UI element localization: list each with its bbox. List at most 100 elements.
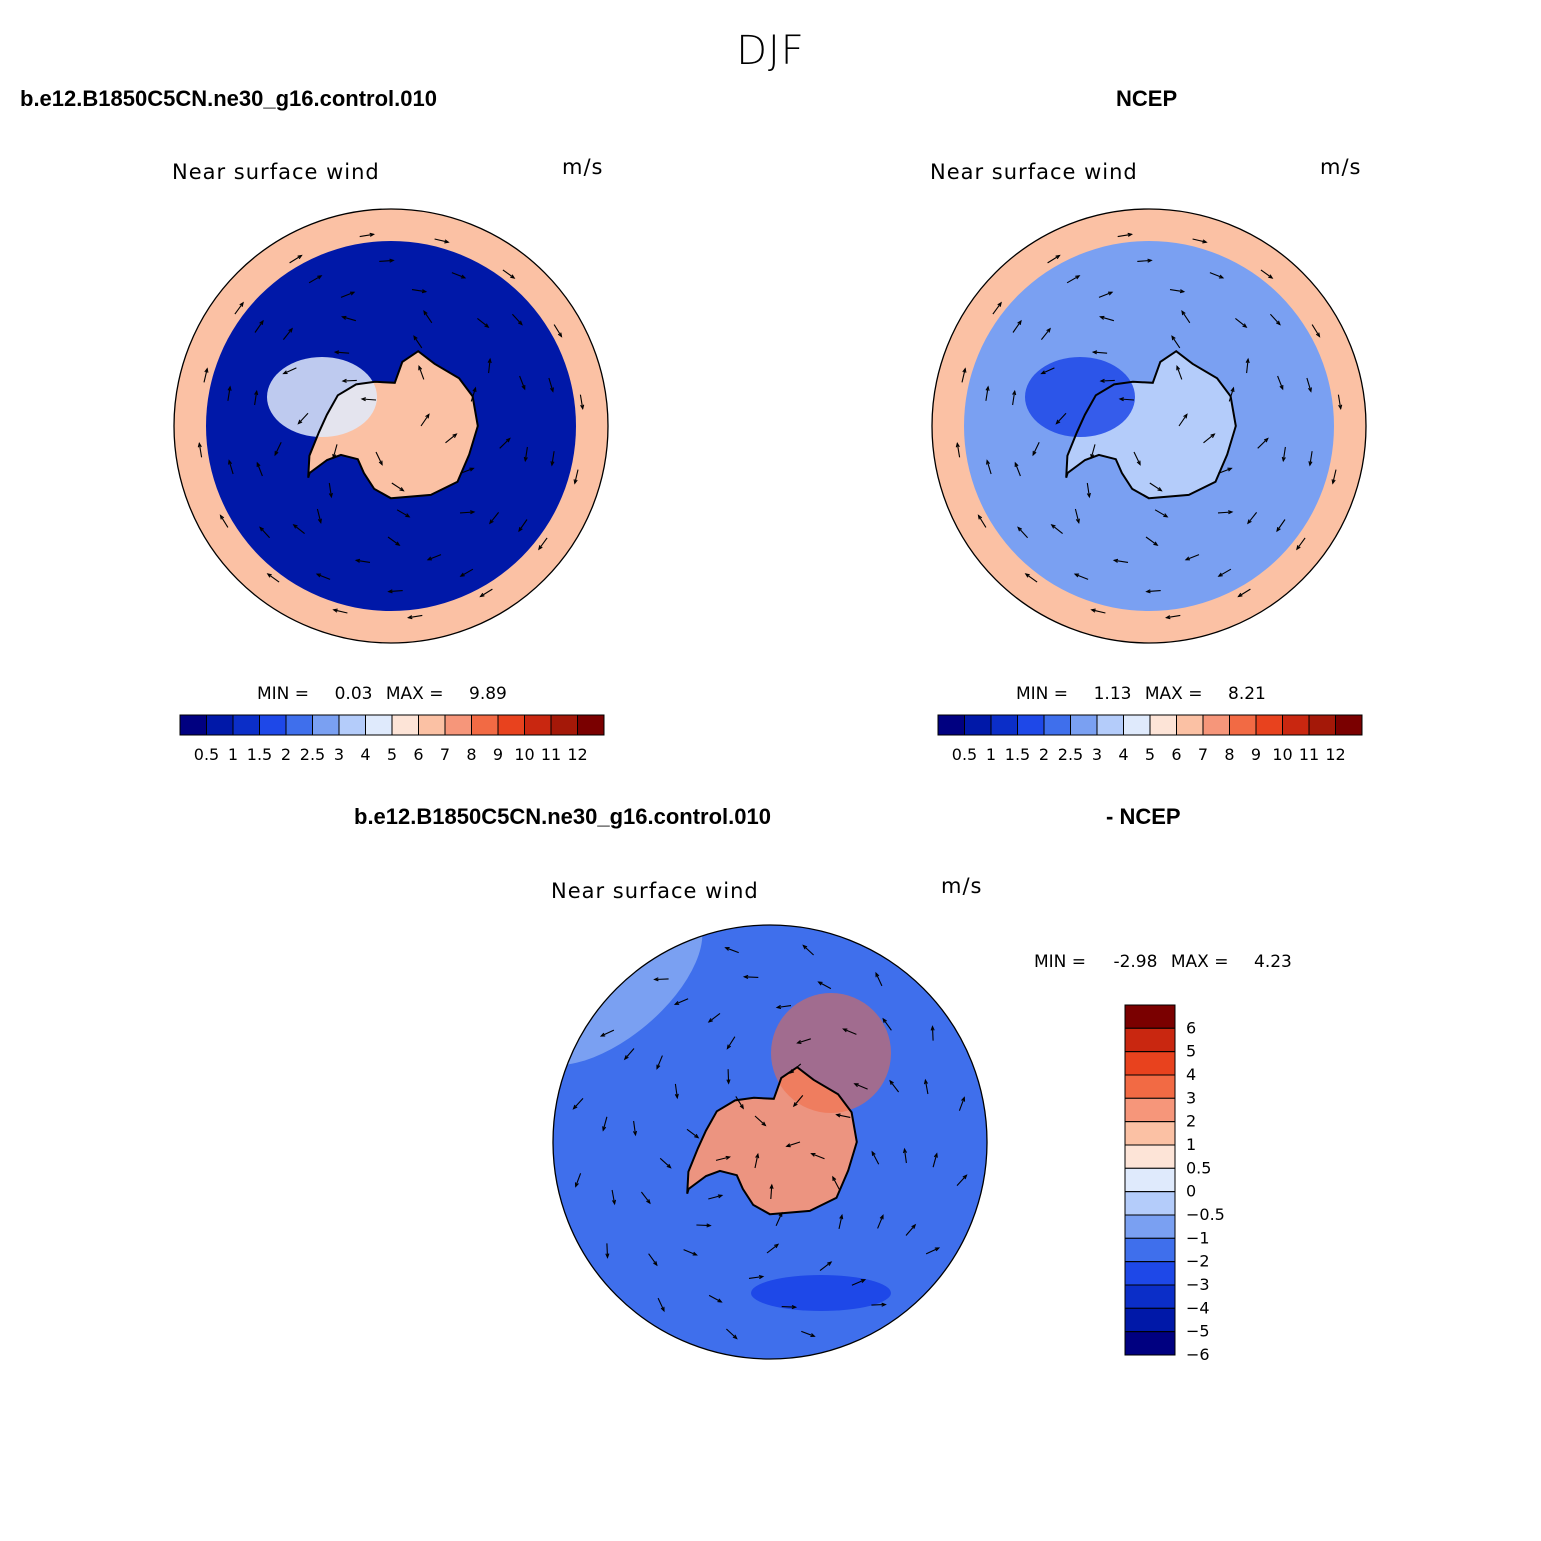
wind-arrow <box>674 998 689 1005</box>
wind-arrow-head <box>288 327 293 333</box>
wind-arrow-head <box>254 389 259 396</box>
map-fill-group <box>553 925 987 1359</box>
wind-arrow <box>744 976 759 978</box>
west-antarctica-fill <box>1025 357 1135 437</box>
wind-arrow-head <box>1024 573 1030 578</box>
wind-vectors <box>955 232 1343 620</box>
wind-arrow <box>793 1095 804 1107</box>
colorbar-box <box>1124 1051 1176 1076</box>
colorbar-box <box>391 714 419 736</box>
wind-arrow <box>518 519 528 532</box>
wind-arrow-head <box>197 442 202 448</box>
wind-arrow <box>611 1189 616 1204</box>
wind-arrow <box>420 414 430 427</box>
wind-arrow <box>1185 554 1200 561</box>
wind-arrow <box>1117 233 1132 238</box>
wind-arrow <box>819 1261 832 1272</box>
wind-arrow-head <box>1308 461 1313 467</box>
wind-arrow <box>811 1153 825 1160</box>
wind-arrow <box>958 1097 965 1111</box>
wind-arrow-head <box>315 573 322 578</box>
wind-arrow-head <box>879 1214 884 1220</box>
wind-arrow <box>1282 446 1286 461</box>
wind-arrow-head <box>557 332 563 338</box>
colorbar-tick-label: 8 <box>466 745 476 764</box>
wind-arrow <box>871 1151 880 1165</box>
colorbar-box <box>444 714 472 736</box>
negative-anomaly-s <box>751 1275 891 1311</box>
wind-arrow <box>1093 351 1108 354</box>
wind-arrow-head <box>707 1018 713 1023</box>
wind-arrow-head <box>328 492 333 499</box>
wind-arrow <box>538 537 548 550</box>
antarctica-coastline <box>686 1065 858 1216</box>
wind-arrow <box>1277 375 1284 390</box>
wind-arrow-head <box>1032 450 1037 457</box>
obs-min-value: 1.13 <box>1093 684 1132 704</box>
colorbar-box <box>1229 714 1257 736</box>
wind-arrow <box>708 1012 721 1023</box>
wind-arrow-head <box>761 1121 767 1127</box>
wind-arrow-head <box>378 460 383 466</box>
wind-arrow <box>1047 255 1060 264</box>
wind-arrow <box>818 981 832 990</box>
wind-arrow <box>696 1224 711 1227</box>
wind-arrow <box>524 446 528 461</box>
wind-arrow <box>725 947 739 954</box>
wind-arrow-head <box>1275 320 1281 326</box>
wind-arrow <box>282 328 293 340</box>
colorbar-tick-label: 1.5 <box>247 745 272 764</box>
wind-arrow <box>686 1128 699 1139</box>
colorbar-tick-label: 0.5 <box>1186 1158 1211 1177</box>
colorbar-box <box>1096 714 1124 736</box>
colorbar-tick-label: 6 <box>1186 1018 1196 1037</box>
wind-arrow-head <box>875 971 880 978</box>
wind-arrow <box>766 1243 779 1254</box>
wind-arrow-head <box>505 437 511 443</box>
colorbar-tick-label: −2 <box>1186 1252 1210 1271</box>
colorbar-tick-label: 7 <box>1198 745 1208 764</box>
wind-arrow-head <box>228 459 233 465</box>
colorbar-tick-label: 3 <box>334 745 344 764</box>
colorbar-tick-label: 2 <box>1186 1112 1196 1131</box>
wind-arrow-head <box>725 1155 731 1160</box>
colorbar-tick-label: 0.5 <box>952 745 977 764</box>
wind-arrow <box>293 524 305 535</box>
obs-case-label: NCEP <box>1116 86 1178 111</box>
map-boundary <box>552 924 988 1360</box>
wind-arrow <box>342 379 357 382</box>
wind-arrow-head <box>1090 608 1096 613</box>
colorbar-tick-label: 10 <box>1272 745 1292 764</box>
colorbar-tick-label: 12 <box>567 745 587 764</box>
wind-arrow <box>1040 328 1051 340</box>
wind-arrow <box>1276 519 1286 532</box>
colorbar-tick-label: 4 <box>1186 1065 1196 1084</box>
wind-arrow <box>683 1249 697 1256</box>
wind-arrow <box>254 391 258 406</box>
wind-arrow-head <box>666 1163 672 1169</box>
wind-arrow <box>1100 379 1115 382</box>
wind-arrow <box>502 269 515 279</box>
diff-colorbar: 6 5 4 3 2 1 0.5 0 −0.5 −1 −2 −3 −4 −5 −6 <box>1124 1004 1225 1364</box>
wind-arrow <box>308 275 322 284</box>
wind-arrow-head <box>1202 239 1208 244</box>
colorbar-tick-label: 5 <box>387 745 397 764</box>
wind-arrow <box>726 1328 738 1339</box>
diff-min-value: -2.98 <box>1113 952 1158 972</box>
wind-arrow <box>1154 509 1168 518</box>
wind-arrow-head <box>259 526 265 532</box>
wind-arrow <box>656 1055 663 1069</box>
wind-arrow <box>519 375 526 390</box>
wind-arrow <box>659 1157 671 1169</box>
wind-arrow <box>905 1224 916 1236</box>
wind-arrow-head <box>810 1333 816 1338</box>
wind-arrow <box>836 1114 851 1118</box>
wind-arrow <box>1074 508 1080 523</box>
colorbar-box <box>1124 1307 1176 1333</box>
wind-arrow-head <box>1014 461 1019 468</box>
wind-arrow <box>1090 444 1096 459</box>
wind-arrow <box>924 1080 929 1095</box>
colorbar-tick-label: −1 <box>1186 1228 1210 1247</box>
wind-arrow <box>551 451 555 466</box>
wind-arrow-head <box>413 335 418 341</box>
